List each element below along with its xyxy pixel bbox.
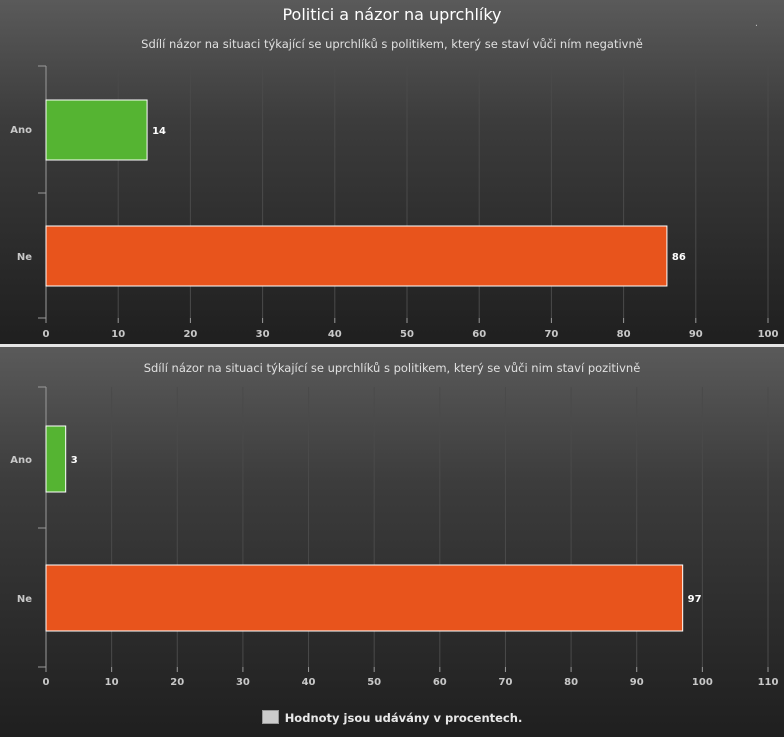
x-tick-label: 30 bbox=[256, 329, 270, 340]
data-label: 97 bbox=[688, 594, 702, 605]
x-tick-label: 40 bbox=[302, 677, 316, 688]
legend-label: Hodnoty jsou udávány v procentech. bbox=[284, 711, 523, 725]
chart-panel-bottom bbox=[0, 347, 784, 737]
x-tick-label: 10 bbox=[111, 329, 125, 340]
x-tick-label: 0 bbox=[43, 677, 50, 688]
x-tick-label: 100 bbox=[758, 329, 779, 340]
chart-2: 0 10 20 30 40 50 60 70 80 90 100 110 3 Ano 97 Ne bbox=[10, 386, 779, 688]
bar-ano bbox=[45, 425, 67, 493]
chart-1-title: Sdílí názor na situaci týkající se uprch… bbox=[141, 37, 643, 51]
data-label: 3 bbox=[71, 455, 78, 466]
x-tick-label: 40 bbox=[328, 329, 342, 340]
x-tick-label: 90 bbox=[630, 677, 644, 688]
x-tick-label: 60 bbox=[433, 677, 447, 688]
x-tick-label: 10 bbox=[105, 677, 119, 688]
x-tick-label: 20 bbox=[183, 329, 197, 340]
category-label: Ano bbox=[10, 125, 32, 136]
chart-1: 0 10 20 30 40 50 60 70 80 90 100 14 Ano 86 Ne bbox=[10, 65, 779, 340]
category-label: Ne bbox=[17, 594, 32, 605]
page-title: Politici a názor na uprchlíky bbox=[282, 5, 502, 24]
x-tick-label: 50 bbox=[367, 677, 381, 688]
category-label: Ne bbox=[17, 252, 32, 263]
x-tick-label: 20 bbox=[170, 677, 184, 688]
category-label: Ano bbox=[10, 455, 32, 466]
bar-ne bbox=[45, 225, 668, 287]
chart-panel-top bbox=[0, 0, 784, 344]
x-tick-label: 80 bbox=[564, 677, 578, 688]
x-tick-label: 0 bbox=[43, 329, 50, 340]
x-tick-label: 110 bbox=[758, 677, 779, 688]
x-tick-label: 70 bbox=[498, 677, 512, 688]
legend[interactable]: Hodnoty jsou udávány v procentech. bbox=[0, 710, 784, 725]
legend-swatch bbox=[261, 710, 279, 724]
chart-2-title: Sdílí názor na situaci týkající se uprch… bbox=[143, 361, 641, 375]
data-label: 86 bbox=[672, 252, 686, 263]
x-tick-label: 50 bbox=[400, 329, 414, 340]
bar-ano bbox=[45, 99, 148, 161]
panel-divider bbox=[0, 344, 784, 347]
corner-mark: . bbox=[754, 18, 758, 29]
x-tick-label: 80 bbox=[617, 329, 631, 340]
x-tick-label: 30 bbox=[236, 677, 250, 688]
x-tick-label: 100 bbox=[692, 677, 713, 688]
x-tick-label: 70 bbox=[544, 329, 558, 340]
bar-ne bbox=[45, 564, 684, 632]
x-tick-label: 90 bbox=[689, 329, 703, 340]
x-tick-label: 60 bbox=[472, 329, 486, 340]
data-label: 14 bbox=[152, 126, 166, 137]
